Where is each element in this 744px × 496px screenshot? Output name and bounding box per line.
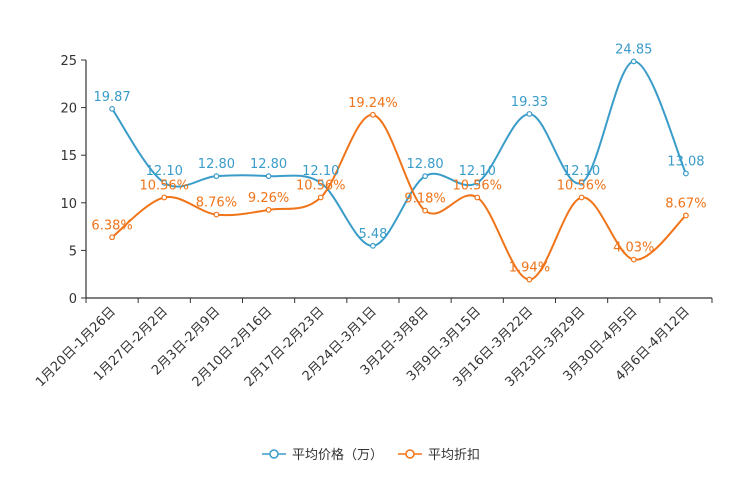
legend-marker-1	[269, 449, 279, 459]
y-tick-label: 15	[60, 149, 77, 164]
data-point-2	[683, 212, 689, 219]
data-point-2	[317, 194, 324, 201]
data-label-1: 12.10	[459, 164, 496, 179]
data-label-1: 12.10	[563, 164, 600, 179]
data-label-1: 12.80	[198, 157, 235, 172]
data-point-2	[474, 194, 481, 201]
data-point-2	[265, 206, 272, 213]
data-label-1: 12.80	[406, 157, 443, 172]
data-label-2: 8.67%	[665, 196, 706, 211]
data-point-2	[422, 207, 428, 214]
data-point-1	[317, 179, 324, 186]
series-layer	[109, 58, 689, 283]
data-label-2: 4.03%	[613, 241, 654, 256]
data-point-1	[161, 179, 168, 186]
data-point-2	[213, 211, 220, 218]
y-tick-label: 20	[60, 102, 77, 117]
data-point-1	[213, 173, 220, 180]
legend-label-1: 平均价格（万）	[292, 447, 383, 463]
series-line-1	[111, 60, 687, 247]
data-point-1	[578, 179, 585, 186]
data-point-2	[526, 276, 533, 283]
data-point-1	[422, 173, 428, 180]
data-label-2: 10.56%	[452, 178, 502, 193]
data-label-1: 24.85	[615, 42, 652, 57]
data-point-1	[474, 179, 481, 186]
y-tick-label: 10	[60, 197, 77, 212]
legend-marker-2	[405, 449, 415, 459]
data-point-1	[109, 105, 115, 112]
data-point-2	[578, 194, 585, 201]
y-tick-label: 0	[69, 292, 77, 307]
data-label-2: 8.76%	[196, 196, 237, 211]
legend-label-2: 平均折扣	[428, 448, 480, 463]
data-label-1: 19.33	[511, 95, 548, 110]
data-point-2	[370, 111, 376, 118]
data-point-1	[526, 111, 533, 117]
data-label-2: 1.94%	[509, 261, 550, 276]
data-label-1: 12.10	[302, 164, 339, 179]
data-label-1: 5.48	[358, 227, 387, 242]
data-label-1: 19.87	[93, 90, 130, 105]
data-label-2: 9.18%	[404, 192, 445, 207]
data-label-2: 19.24%	[348, 96, 398, 111]
data-label-2: 6.38%	[91, 218, 132, 233]
data-point-1	[265, 173, 272, 180]
data-label-1: 12.10	[146, 164, 183, 179]
data-label-1: 12.80	[250, 157, 287, 172]
data-point-2	[109, 234, 115, 241]
y-tick-label: 25	[60, 54, 77, 69]
data-point-2	[630, 256, 637, 263]
data-point-1	[683, 170, 689, 177]
data-point-1	[630, 58, 637, 65]
data-label-2: 10.56%	[139, 178, 189, 193]
data-label-2: 10.56%	[296, 178, 346, 193]
data-point-1	[370, 242, 376, 249]
data-point-2	[161, 194, 168, 201]
data-label-2: 9.26%	[248, 191, 289, 206]
y-tick-label: 5	[69, 244, 77, 259]
data-label-2: 10.56%	[557, 178, 607, 193]
legend: 平均价格（万） 平均折扣	[262, 447, 480, 463]
data-label-1: 13.08	[667, 154, 704, 169]
